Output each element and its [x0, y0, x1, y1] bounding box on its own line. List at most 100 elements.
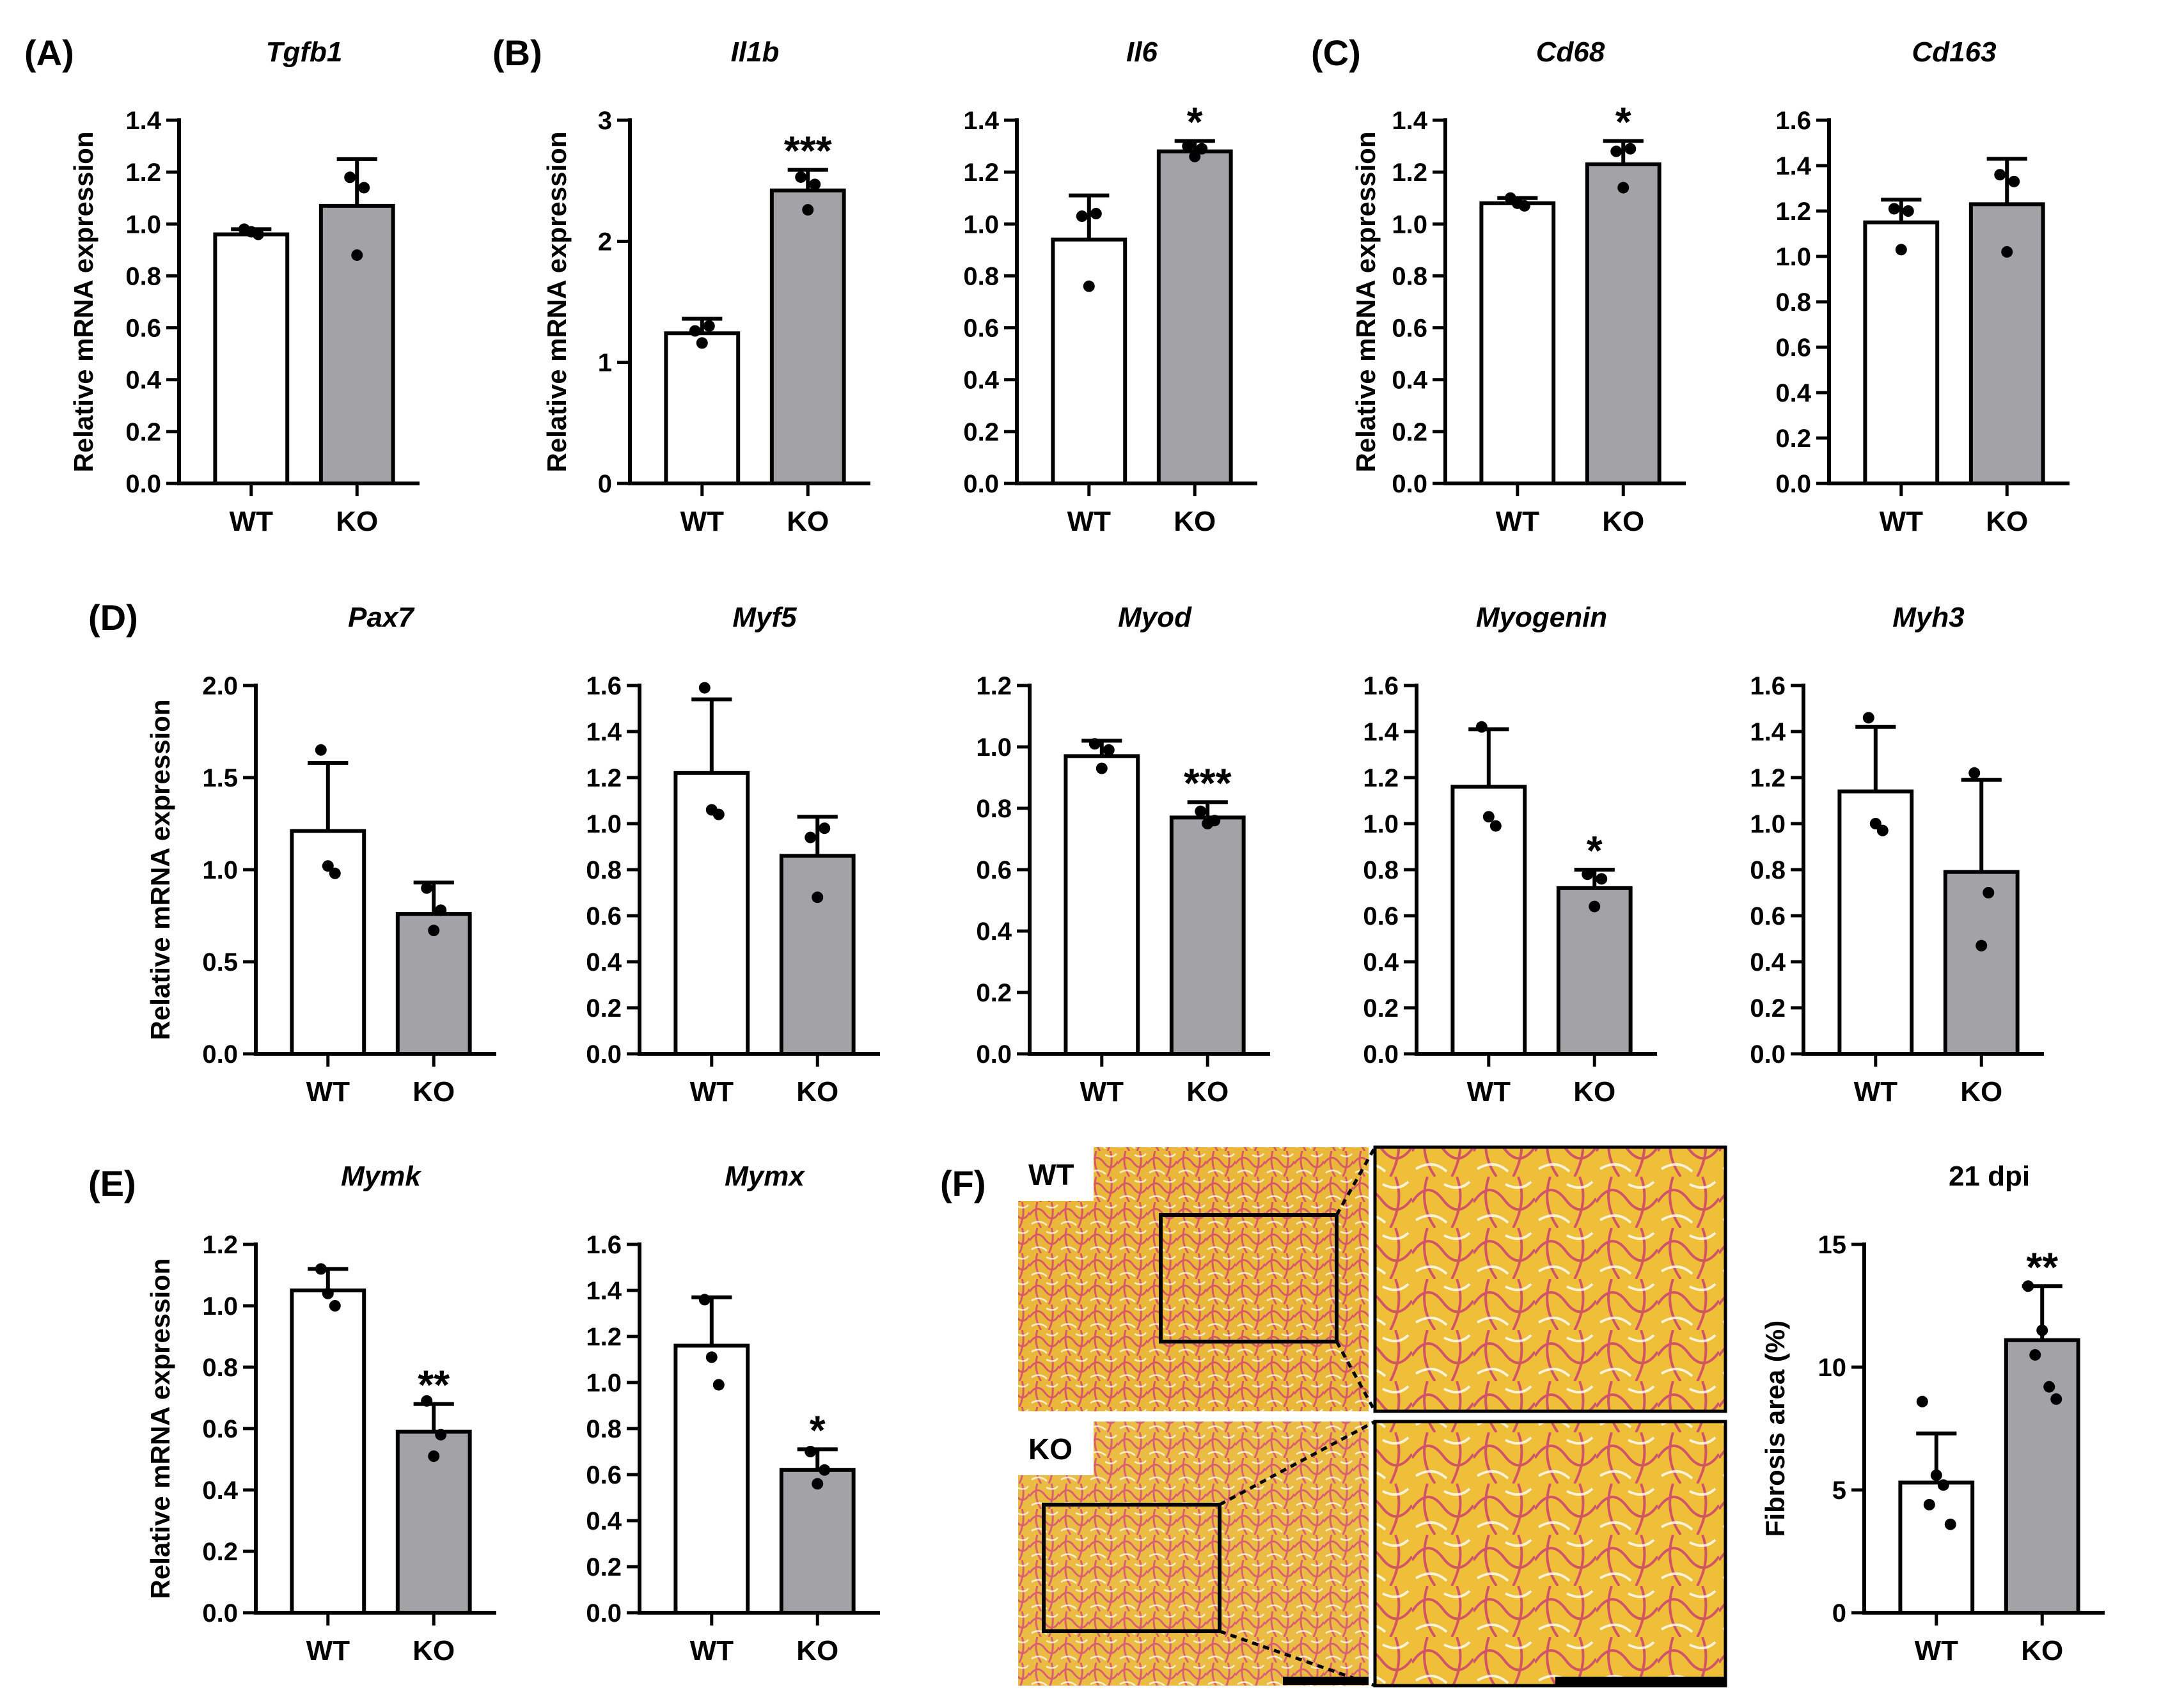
y-tick-label: 1.6 [1363, 672, 1399, 700]
x-tick-label: KO [412, 1076, 455, 1108]
y-tick-label: 1.2 [586, 1323, 622, 1351]
y-tick-label: 0.2 [125, 418, 161, 446]
x-tick-label: KO [412, 1635, 455, 1666]
zoom-line [1219, 1629, 1376, 1688]
data-point [252, 228, 264, 240]
y-tick-label: 0.0 [586, 1040, 622, 1069]
data-point [2036, 1324, 2048, 1336]
bar-wt [1450, 785, 1527, 1056]
y-tick-label: 0.8 [586, 1415, 622, 1443]
zoom-line [1218, 1420, 1376, 1507]
y-tick-label: 1.6 [586, 1231, 622, 1259]
data-point [1489, 820, 1502, 832]
y-tick-label: 1.4 [963, 107, 999, 135]
data-point [351, 249, 363, 261]
x-tick-label: WT [690, 1635, 734, 1666]
y-tick-label: 1.2 [202, 1231, 238, 1259]
bar-ko [1556, 886, 1633, 1056]
data-point [1994, 169, 2006, 181]
y-tick-label: 0.4 [1775, 379, 1811, 407]
y-tick-label: 0.4 [1392, 366, 1427, 395]
data-point [2001, 246, 2013, 258]
panel-label-f: (F) [940, 1163, 986, 1203]
y-tick-label: 0.6 [1363, 902, 1399, 930]
data-point [1944, 1518, 1956, 1530]
data-point [802, 204, 814, 216]
panel-label-a: (A) [24, 33, 74, 73]
y-tick-label: 1.4 [1392, 107, 1427, 135]
y-tick-label: 0.6 [202, 1415, 238, 1443]
data-point [812, 891, 824, 904]
y-tick-label: 0.6 [976, 856, 1012, 884]
data-point [1902, 205, 1914, 217]
data-point [428, 925, 440, 937]
y-tick-label: 1.4 [1775, 152, 1811, 180]
bar-wt [213, 232, 290, 485]
y-tick-label: 1.6 [586, 672, 622, 700]
y-tick-label: 0.0 [586, 1599, 622, 1627]
chart-title: Il1b [731, 36, 780, 68]
data-point [1895, 244, 1907, 256]
data-point [435, 904, 447, 916]
data-point [1189, 150, 1201, 162]
data-point [2008, 175, 2020, 187]
data-point [315, 744, 327, 756]
y-tick-label: 0.8 [202, 1354, 238, 1382]
x-tick-label: WT [306, 1635, 350, 1666]
data-point [1103, 744, 1115, 756]
y-tick-label: 1.0 [586, 1369, 622, 1397]
y-tick-label: 1.0 [586, 810, 622, 838]
y-tick-label: 0.2 [976, 979, 1012, 1007]
y-tick-label: 0.4 [963, 366, 999, 395]
y-tick-label: 0.8 [125, 262, 161, 290]
y-tick-label: 0.2 [586, 994, 622, 1022]
bar-ko [2004, 1338, 2080, 1615]
y-tick-label: 0.2 [1775, 425, 1811, 453]
data-point [1076, 210, 1088, 223]
data-point [1090, 208, 1102, 220]
y-tick-label: 0.2 [1750, 994, 1786, 1022]
x-tick-label: KO [1186, 1076, 1229, 1108]
chart-title: Myogenin [1476, 602, 1607, 633]
y-tick-label: 1.0 [963, 210, 999, 239]
chart-title: Myf5 [732, 602, 797, 633]
bar-wt [1863, 220, 1940, 485]
data-point [1610, 145, 1622, 157]
x-tick-label: KO [1573, 1076, 1615, 1108]
micrograph-wt-zoom [1373, 1145, 1727, 1413]
bar-ko [779, 1468, 856, 1615]
y-axis-label: Fibrosis area (%) [1760, 1320, 1790, 1537]
data-point [421, 1395, 433, 1407]
data-point [712, 808, 725, 820]
bar-ko [318, 203, 395, 485]
y-tick-label: 0.0 [963, 470, 999, 498]
y-tick-label: 0.4 [202, 1477, 238, 1505]
bar-ko [395, 912, 472, 1056]
y-tick-label: 1.0 [125, 210, 161, 239]
x-tick-label: WT [1915, 1635, 1959, 1666]
zoom-line [1335, 1340, 1377, 1413]
y-tick-label: 1.5 [202, 764, 238, 792]
y-tick-label: 1.4 [586, 1277, 622, 1305]
significance-marker: * [1587, 827, 1603, 874]
y-tick-label: 1.2 [586, 764, 622, 792]
micrograph-group: WT KO [1018, 1145, 1727, 1688]
x-tick-label: KO [787, 506, 829, 537]
y-tick-label: 1.0 [1750, 810, 1786, 838]
y-tick-label: 3 [598, 107, 612, 135]
data-point [1617, 182, 1630, 194]
data-point [1968, 767, 1981, 779]
y-tick-label: 0 [1832, 1599, 1846, 1627]
x-tick-label: WT [1854, 1076, 1898, 1108]
bar-wt [1837, 789, 1914, 1056]
data-point [329, 1300, 341, 1312]
x-tick-label: KO [1986, 506, 2028, 537]
y-tick-label: 0.8 [1392, 262, 1427, 290]
data-point [1596, 873, 1608, 885]
y-tick-label: 1.0 [202, 856, 238, 884]
data-point [1475, 721, 1488, 733]
zoom-line [1335, 1146, 1377, 1216]
data-point [315, 1263, 327, 1275]
x-tick-label: KO [1602, 506, 1644, 537]
